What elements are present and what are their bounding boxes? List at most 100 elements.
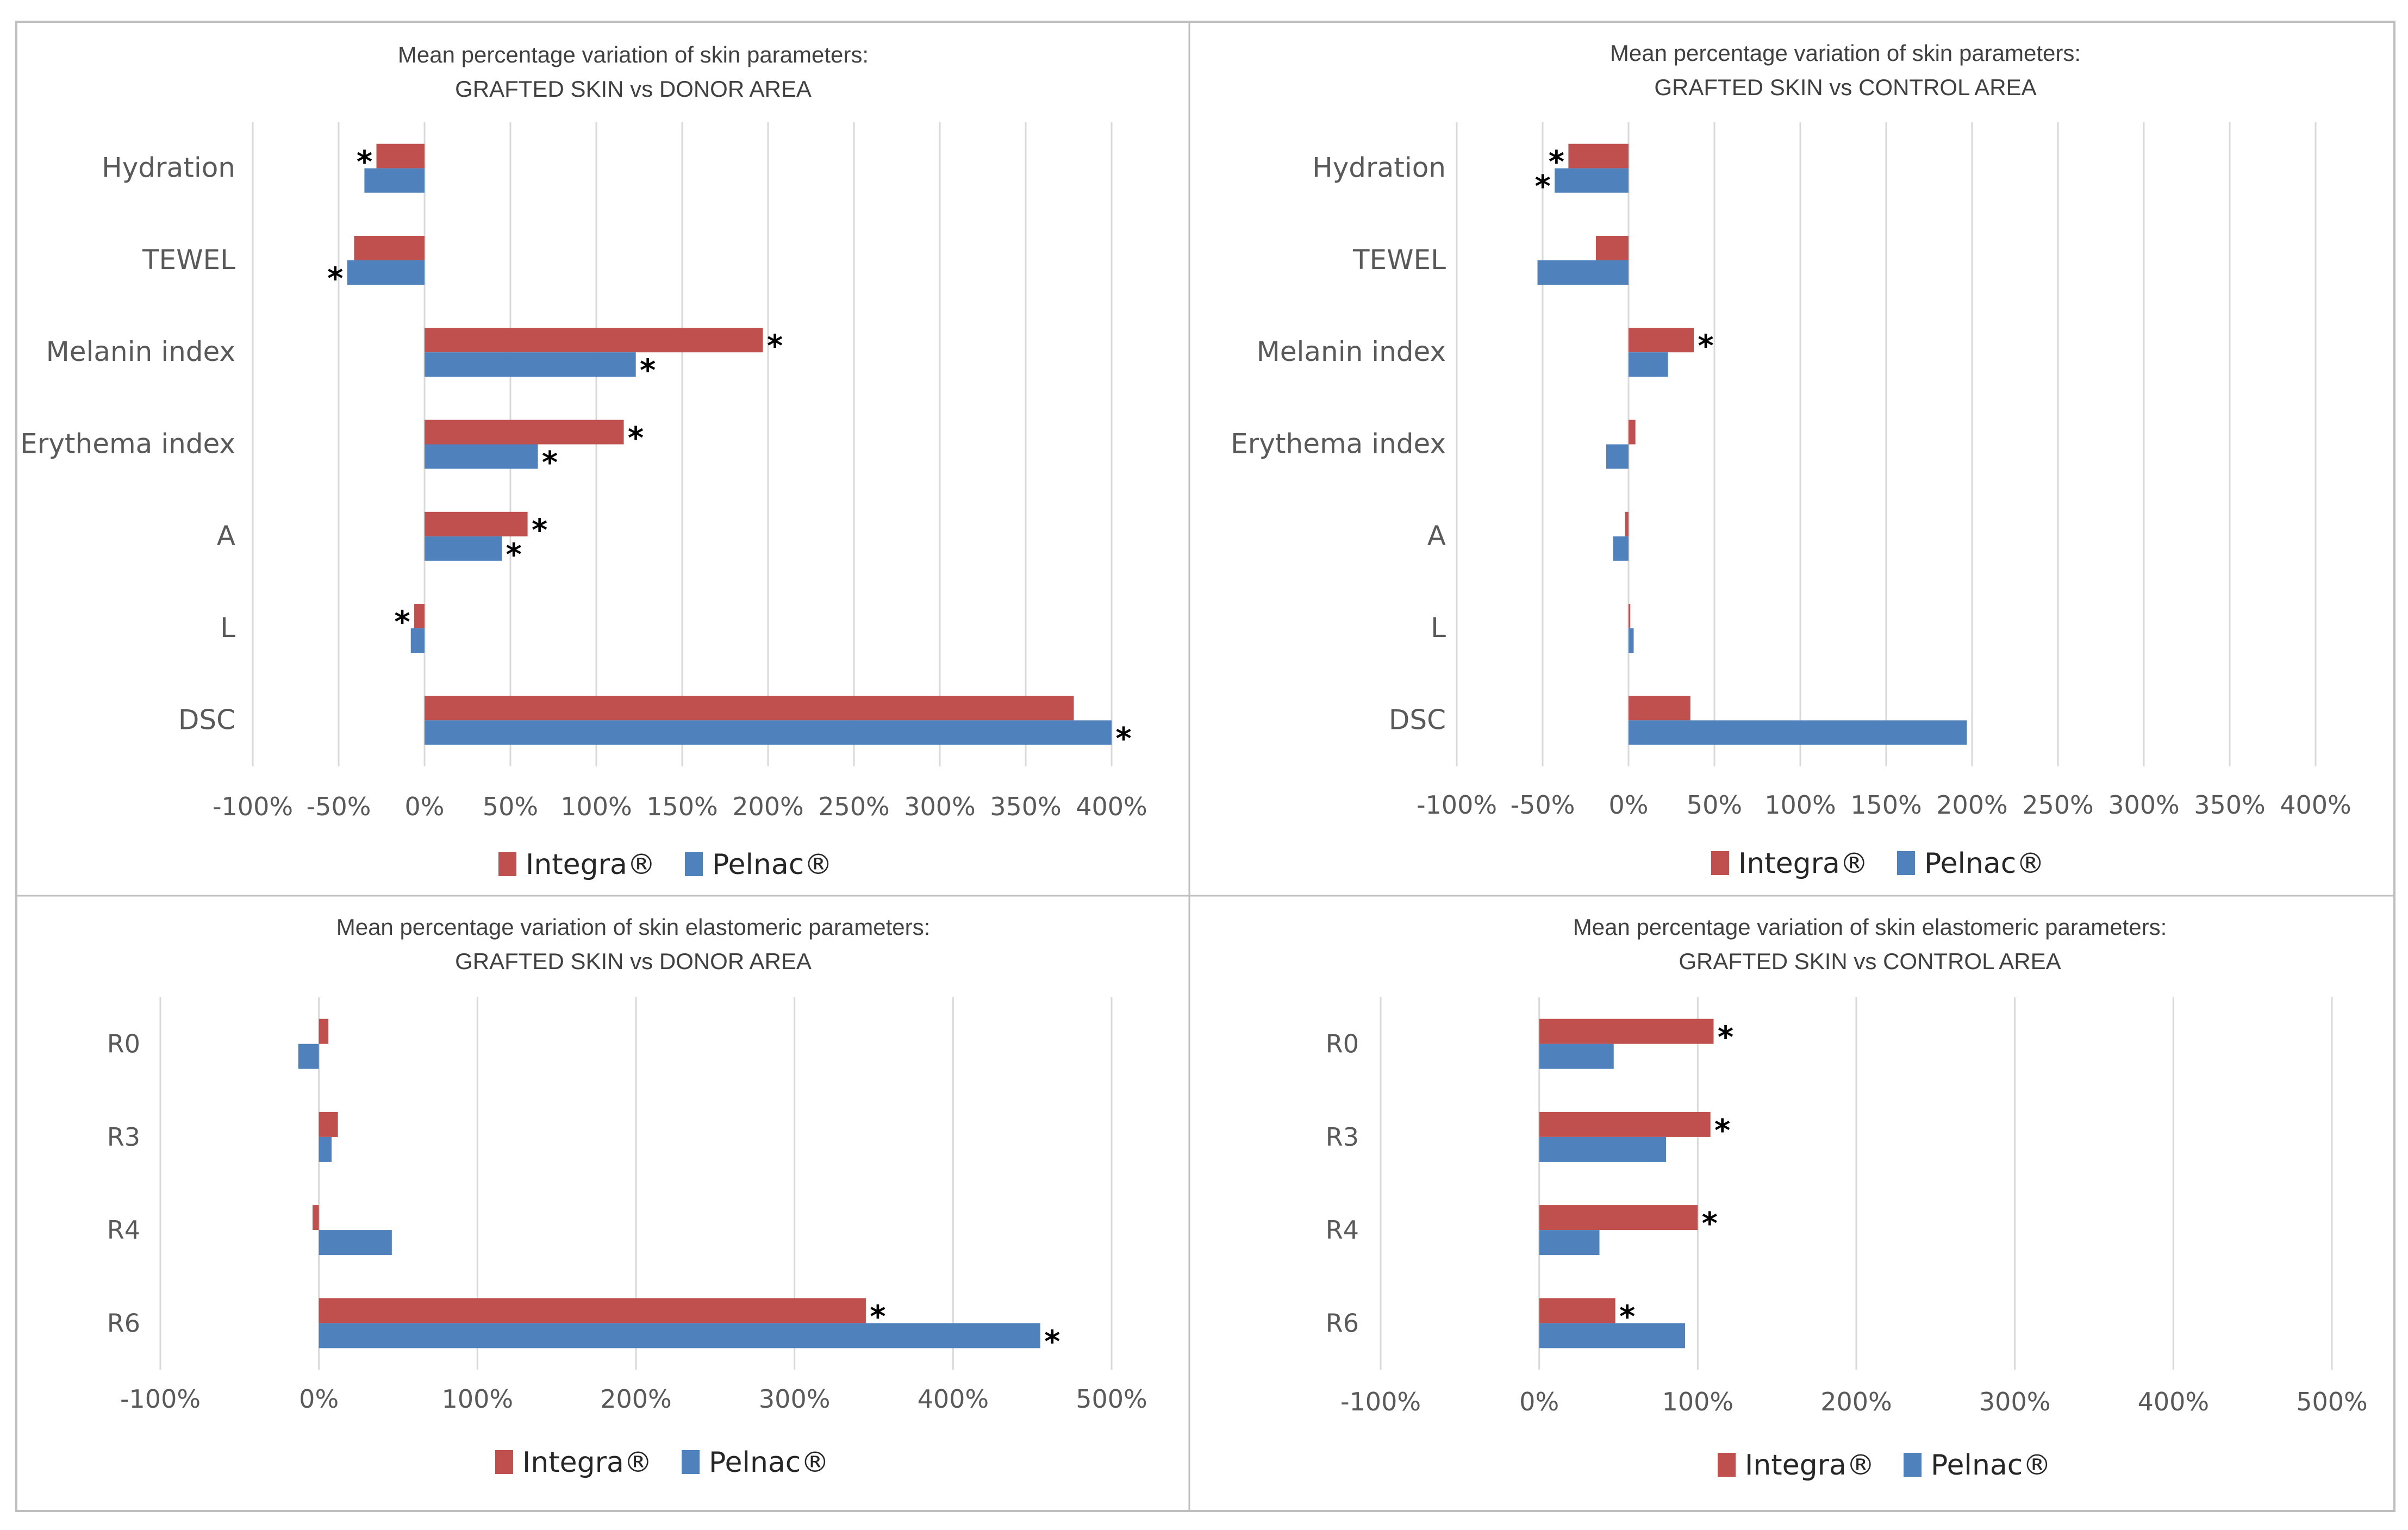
- integra-bar: [1595, 235, 1629, 260]
- integra-bar: [319, 1111, 338, 1137]
- x-tick-label: 0%: [405, 792, 445, 821]
- legend-label-integra: Integra®: [1745, 1449, 1875, 1482]
- significance-mark: *: [506, 537, 522, 572]
- legend-swatch-pelnac: [1904, 1453, 1922, 1477]
- integra-bar: [1625, 511, 1629, 536]
- x-tick-label: 250%: [2022, 790, 2094, 820]
- x-tick-label: 150%: [646, 792, 718, 821]
- category-label: A: [217, 520, 235, 552]
- pelnac-bar: [425, 352, 636, 377]
- chart-panel-4: Mean percentage variation of skin elasto…: [1326, 914, 2368, 1482]
- legend-label-pelnac: Pelnac®: [709, 1446, 829, 1479]
- integra-bar: [425, 511, 528, 536]
- category-label: R6: [1326, 1308, 1359, 1338]
- chart-title-line-1: Mean percentage variation of skin parame…: [1610, 40, 2081, 66]
- legend-label-integra: Integra®: [526, 848, 656, 881]
- category-label: R0: [107, 1029, 140, 1059]
- integra-bar: [1539, 1298, 1615, 1323]
- pelnac-bar: [1539, 1044, 1614, 1069]
- x-tick-label: -100%: [1340, 1387, 1421, 1416]
- pelnac-bar: [364, 168, 425, 193]
- significance-mark: *: [1534, 169, 1550, 204]
- significance-mark: *: [542, 445, 558, 480]
- pelnac-bar: [410, 628, 425, 653]
- x-tick-label: 0%: [299, 1384, 339, 1414]
- x-tick-label: 400%: [1076, 792, 1147, 821]
- x-tick-label: 300%: [904, 792, 976, 821]
- integra-bar: [414, 604, 425, 629]
- pelnac-bar: [1539, 1323, 1685, 1348]
- x-tick-label: 100%: [1662, 1387, 1734, 1416]
- pelnac-bar: [425, 536, 502, 561]
- chart-panel-2: Mean percentage variation of skin parame…: [1231, 40, 2351, 880]
- significance-mark: *: [767, 329, 783, 364]
- category-label: DSC: [178, 704, 235, 735]
- legend-swatch-pelnac: [1897, 851, 1915, 875]
- integra-bar: [425, 696, 1074, 721]
- category-label: R3: [107, 1122, 140, 1152]
- pelnac-bar: [298, 1044, 319, 1069]
- integra-bar: [313, 1205, 319, 1231]
- significance-mark: *: [394, 605, 410, 640]
- chart-panel-3: Mean percentage variation of skin elasto…: [107, 914, 1147, 1479]
- x-tick-label: 0%: [1519, 1387, 1559, 1416]
- significance-mark: *: [327, 261, 343, 296]
- x-tick-label: 350%: [990, 792, 1062, 821]
- legend-swatch-integra: [498, 852, 516, 876]
- legend-label-pelnac: Pelnac®: [1924, 847, 2044, 880]
- category-label: L: [220, 612, 235, 644]
- pelnac-bar: [1613, 536, 1629, 561]
- significance-mark: *: [628, 421, 644, 456]
- x-tick-label: -50%: [1511, 790, 1575, 820]
- chart-title-line-2: GRAFTED SKIN vs DONOR AREA: [455, 76, 812, 102]
- x-tick-label: 200%: [1820, 1387, 1892, 1416]
- x-tick-label: 400%: [2280, 790, 2351, 820]
- x-tick-label: 300%: [1979, 1387, 2051, 1416]
- legend-label-pelnac: Pelnac®: [712, 848, 832, 881]
- pelnac-bar: [1537, 260, 1629, 285]
- x-tick-label: 250%: [818, 792, 890, 821]
- pelnac-bar: [1629, 720, 1967, 745]
- figure-border: [15, 21, 2395, 1512]
- category-label: R0: [1326, 1029, 1359, 1059]
- pelnac-bar: [1629, 352, 1668, 377]
- x-tick-label: 200%: [1936, 790, 2008, 820]
- x-tick-label: -50%: [307, 792, 371, 821]
- x-tick-label: -100%: [1417, 790, 1497, 820]
- integra-bar: [425, 328, 763, 353]
- x-tick-label: 350%: [2194, 790, 2266, 820]
- chart-title-line-1: Mean percentage variation of skin elasto…: [336, 914, 931, 940]
- category-label: R4: [1326, 1215, 1359, 1245]
- chart-title-line-1: Mean percentage variation of skin elasto…: [1573, 914, 2167, 940]
- legend-swatch-integra: [495, 1450, 513, 1474]
- significance-mark: *: [532, 513, 547, 548]
- category-label: Erythema index: [20, 428, 235, 460]
- x-tick-label: 50%: [483, 792, 538, 821]
- category-label: A: [1427, 520, 1446, 552]
- x-tick-label: 200%: [600, 1384, 672, 1414]
- chart-title-line-2: GRAFTED SKIN vs DONOR AREA: [455, 948, 812, 974]
- x-tick-label: -100%: [213, 792, 293, 821]
- x-tick-label: 400%: [918, 1384, 989, 1414]
- legend-swatch-pelnac: [685, 852, 703, 876]
- category-label: Erythema index: [1231, 428, 1446, 460]
- significance-mark: *: [1714, 1113, 1730, 1148]
- integra-bar: [1539, 1111, 1711, 1137]
- x-tick-label: 0%: [1609, 790, 1649, 820]
- significance-mark: *: [640, 353, 656, 389]
- category-label: TEWEL: [1352, 244, 1446, 276]
- integra-bar: [376, 143, 425, 168]
- legend-swatch-pelnac: [682, 1450, 700, 1474]
- category-label: Melanin index: [46, 336, 235, 367]
- pelnac-bar: [1539, 1230, 1600, 1256]
- integra-bar: [1629, 328, 1694, 353]
- pelnac-bar: [425, 720, 1112, 745]
- pelnac-bar: [1629, 628, 1634, 653]
- integra-bar: [425, 420, 624, 445]
- pelnac-bar: [319, 1136, 332, 1162]
- significance-mark: *: [1115, 721, 1131, 757]
- chart-title-line-2: GRAFTED SKIN vs CONTROL AREA: [1654, 74, 2036, 100]
- significance-mark: *: [1698, 329, 1713, 364]
- category-label: Hydration: [102, 152, 235, 184]
